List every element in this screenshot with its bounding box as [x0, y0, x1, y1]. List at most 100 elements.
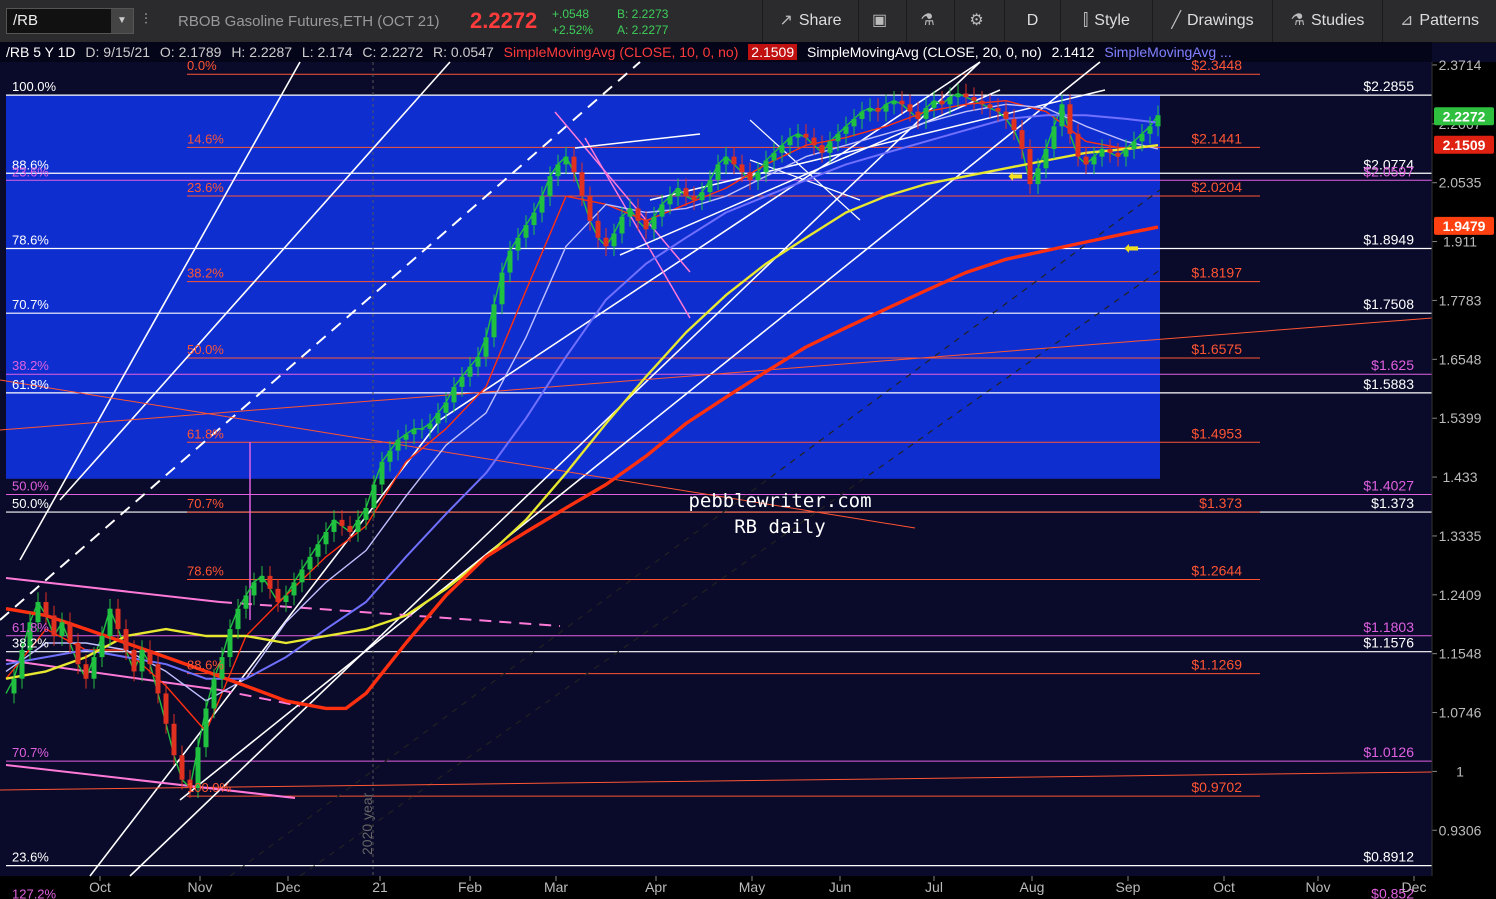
candle-body — [1131, 141, 1137, 149]
toolbar: /RB ▼ ⫶ RBOB Gasoline Futures,ETH (OCT 2… — [0, 0, 1496, 43]
candle-body — [123, 629, 129, 650]
candle-body — [1155, 115, 1161, 127]
x-axis-area — [0, 876, 1432, 899]
pink-trend-line — [5, 764, 296, 799]
wedge-line — [749, 119, 861, 221]
y-tick-label: 2.2067 — [1439, 116, 1482, 132]
bar-range: R: 0.0547 — [433, 44, 494, 60]
symbol-dropdown-icon[interactable]: ▼ — [111, 9, 133, 33]
symbol-input[interactable]: /RB ▼ — [6, 8, 134, 34]
y-tick-label: 1.911 — [1443, 234, 1477, 250]
drawings-button[interactable]: ╱ Drawings — [1152, 0, 1272, 42]
candle-body — [915, 111, 921, 119]
patterns-button[interactable]: ⊿ Patterns — [1382, 0, 1496, 42]
candle-body — [619, 216, 625, 234]
candle-body — [1019, 130, 1025, 149]
candle-body — [595, 220, 601, 238]
pink-trend-line — [219, 689, 301, 707]
candle-body — [939, 100, 945, 105]
share-button[interactable]: ↗ Share — [762, 0, 858, 42]
flask-icon: ⚗ — [1290, 12, 1305, 29]
x-tick-label: Aug — [1020, 879, 1045, 895]
candle-body — [675, 188, 681, 197]
candle-body — [467, 366, 473, 377]
candle-body — [107, 608, 113, 636]
settings-button[interactable]: ⚙ — [954, 0, 1004, 42]
bar-high: H: 2.2287 — [231, 44, 293, 60]
watchlist-button[interactable]: ▣ — [858, 0, 906, 42]
fib-white-price: $1.7508 — [1363, 296, 1414, 312]
fib-white-pct: 38.2% — [12, 636, 49, 651]
candle-body — [771, 152, 777, 161]
flag-line — [554, 111, 691, 273]
candle-body — [1107, 148, 1113, 153]
price-tag-label: 2.1509 — [1443, 137, 1486, 153]
candle-body — [219, 657, 225, 679]
trend-dashed-line — [0, 61, 641, 621]
sma20-label[interactable]: SimpleMovingAvg (CLOSE, 20, 0, no) — [807, 44, 1042, 60]
chart-period: /RB 5 Y 1D — [6, 44, 76, 60]
year-marker-label: 2020 year — [359, 792, 375, 855]
candle-body — [1139, 133, 1145, 142]
candle-body — [51, 615, 57, 636]
candle-body — [539, 196, 545, 213]
candle-body — [723, 156, 729, 165]
series-price — [5, 92, 1159, 789]
fib-magenta-price: $1.625 — [1371, 357, 1414, 373]
candle-body — [435, 412, 441, 424]
candle-body — [1003, 111, 1009, 119]
y-tick-label: 2.0535 — [1439, 175, 1482, 191]
candle-body — [571, 156, 577, 173]
candle-body — [835, 133, 841, 142]
arrow-marker-icon: ⬅ — [1008, 166, 1023, 187]
candle-body — [363, 507, 369, 520]
arrow-marker-icon: ⬅ — [1124, 238, 1139, 259]
candle-body — [1027, 148, 1033, 185]
candle-body — [259, 575, 265, 583]
candle-body — [83, 664, 89, 679]
candle-body — [827, 141, 833, 153]
link-icon[interactable]: ⫶ — [144, 11, 148, 28]
candle-body — [947, 97, 953, 105]
candle-body — [155, 664, 161, 694]
candle-body — [659, 204, 665, 217]
lab-button[interactable]: ⚗ — [906, 0, 954, 42]
candle-body — [283, 595, 289, 603]
sma10-label[interactable]: SimpleMovingAvg (CLOSE, 10, 0, no) — [503, 44, 739, 60]
fib-white-price: $0.8912 — [1363, 849, 1414, 865]
candle-body — [739, 164, 745, 173]
fib-magenta-price: $1.4027 — [1363, 478, 1414, 494]
candle-body — [67, 622, 73, 643]
candle-body — [963, 93, 969, 98]
candle-body — [307, 556, 313, 570]
period-button[interactable]: D — [1004, 0, 1060, 42]
candle-body — [811, 137, 817, 146]
fib-red-price: $1.8197 — [1191, 265, 1242, 281]
sma-more-label[interactable]: SimpleMovingAvg ... — [1104, 44, 1232, 60]
candle-body — [323, 531, 329, 545]
studies-button[interactable]: ⚗ Studies — [1272, 0, 1382, 42]
y-tick-label: 1.433 — [1442, 469, 1477, 485]
candle-body — [203, 708, 209, 748]
y-tick-label: 1.3335 — [1439, 528, 1482, 544]
bar-close: C: 2.2272 — [362, 44, 424, 60]
pink-trend-line — [5, 577, 221, 603]
x-tick-label: May — [739, 879, 765, 895]
fib-red-price: $1.373 — [1199, 495, 1242, 511]
style-button[interactable]: ⫿ Style — [1060, 0, 1152, 42]
candle-body — [91, 657, 97, 679]
candle-body — [635, 208, 641, 221]
series-sma-200 — [5, 225, 1159, 711]
candle-body — [979, 100, 985, 105]
y-tick-label: 1.0746 — [1439, 705, 1482, 721]
candle-body — [715, 164, 721, 181]
candle-body — [1051, 126, 1057, 149]
x-tick-label: Oct — [89, 879, 111, 895]
fib-red-price: $2.0204 — [1191, 179, 1242, 195]
candle-body — [1099, 148, 1105, 157]
fib-white-pct: 100.0% — [12, 79, 57, 94]
candle-body — [19, 649, 25, 679]
candle-body — [491, 304, 497, 338]
candle-body — [35, 602, 41, 623]
